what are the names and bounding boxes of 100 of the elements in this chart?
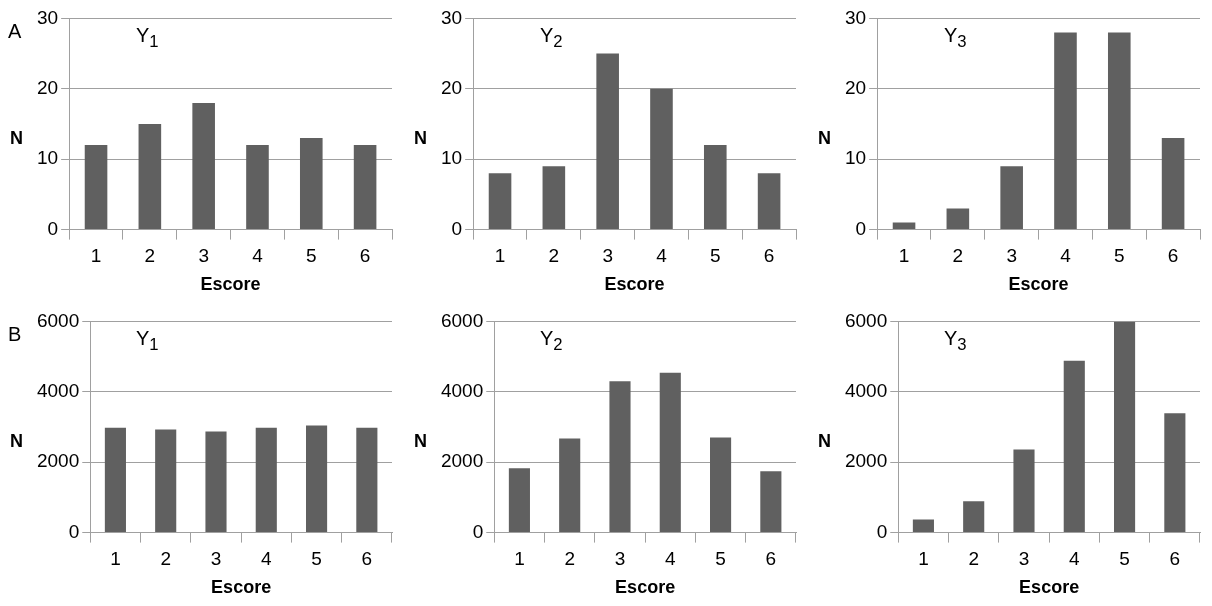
y-tick-label: 2000 bbox=[36, 450, 80, 472]
x-tick-label: 6 bbox=[763, 245, 775, 267]
x-axis-title: Escore bbox=[1008, 274, 1069, 295]
bar bbox=[559, 438, 581, 533]
bar bbox=[659, 372, 681, 533]
bar bbox=[912, 519, 934, 533]
x-tick-label: 5 bbox=[715, 548, 726, 570]
x-tick-label: 2 bbox=[952, 245, 964, 267]
x-tick-label: 2 bbox=[564, 548, 575, 570]
bar bbox=[963, 501, 985, 533]
bar bbox=[508, 468, 530, 533]
bar bbox=[1164, 413, 1186, 533]
x-tick-label: 5 bbox=[1113, 245, 1125, 267]
y-tick-label: 10 bbox=[844, 147, 867, 169]
chart-title: Y$_{2}$ bbox=[540, 327, 563, 355]
x-tick-label: 6 bbox=[361, 548, 373, 570]
x-axis-title: Escore bbox=[615, 577, 676, 598]
y-axis-title: N bbox=[818, 431, 831, 452]
x-tick-label: 5 bbox=[709, 245, 721, 267]
bar bbox=[1013, 449, 1035, 533]
y-tick-label: 4000 bbox=[36, 380, 80, 402]
bar bbox=[246, 145, 269, 230]
x-tick-label: 2 bbox=[968, 548, 979, 570]
chart-title: Y$_{3}$ bbox=[944, 24, 967, 52]
x-tick-label: 3 bbox=[210, 548, 222, 570]
x-tick-label: 4 bbox=[260, 548, 272, 570]
x-tick-label: 1 bbox=[110, 548, 121, 570]
bar bbox=[1161, 138, 1185, 230]
y-tick-label: 4000 bbox=[440, 380, 484, 402]
y-tick-label: 0 bbox=[47, 217, 59, 239]
bar bbox=[757, 173, 781, 230]
bar bbox=[192, 102, 215, 230]
bar bbox=[1114, 321, 1136, 533]
y-tick-label: 4000 bbox=[844, 380, 888, 402]
y-tick-label: 6000 bbox=[36, 309, 80, 331]
text: B bbox=[8, 323, 22, 346]
y-tick-label: 6000 bbox=[440, 309, 484, 331]
bar bbox=[650, 88, 673, 230]
x-tick-label: 4 bbox=[1060, 245, 1072, 267]
x-tick-label: 6 bbox=[359, 245, 371, 267]
y-tick-label: 20 bbox=[844, 77, 867, 99]
y-tick-label: 0 bbox=[876, 520, 888, 542]
bar bbox=[306, 425, 328, 533]
y-tick-label: 30 bbox=[844, 6, 867, 28]
x-tick-label: 2 bbox=[548, 245, 560, 267]
x-tick-label: 3 bbox=[1006, 245, 1017, 267]
bar bbox=[205, 431, 227, 533]
x-tick-label: 4 bbox=[252, 245, 264, 267]
x-tick-label: 6 bbox=[765, 548, 777, 570]
x-axis-title: Escore bbox=[1019, 577, 1080, 598]
y-tick-label: 0 bbox=[451, 217, 463, 239]
bar bbox=[710, 437, 732, 533]
bar bbox=[1107, 32, 1131, 230]
chart-title: Y$_{2}$ bbox=[540, 24, 563, 52]
bar bbox=[299, 138, 323, 230]
y-tick-label: 20 bbox=[36, 77, 59, 99]
x-axis-title: Escore bbox=[604, 274, 665, 295]
y-tick-label: 30 bbox=[36, 6, 59, 28]
x-tick-label: 1 bbox=[918, 548, 929, 570]
x-tick-label: 3 bbox=[1018, 548, 1030, 570]
x-tick-label: 4 bbox=[1068, 548, 1080, 570]
bar bbox=[1054, 32, 1077, 230]
bar bbox=[84, 145, 108, 230]
x-tick-label: 3 bbox=[602, 245, 613, 267]
x-tick-label: 6 bbox=[1169, 548, 1181, 570]
x-axis-title: Escore bbox=[211, 577, 272, 598]
x-tick-label: 4 bbox=[656, 245, 668, 267]
y-tick-label: 10 bbox=[36, 147, 59, 169]
bar bbox=[1000, 166, 1023, 230]
y-tick-label: 0 bbox=[855, 217, 867, 239]
x-tick-label: 1 bbox=[514, 548, 525, 570]
x-tick-label: 2 bbox=[144, 245, 156, 267]
bar bbox=[703, 145, 727, 230]
y-tick-label: 0 bbox=[68, 520, 80, 542]
y-tick-label: 20 bbox=[440, 77, 463, 99]
x-axis-title: Escore bbox=[200, 274, 261, 295]
y-tick-label: 2000 bbox=[440, 450, 484, 472]
y-axis-title: N bbox=[414, 431, 427, 452]
y-axis-title: N bbox=[10, 128, 23, 149]
x-tick-label: 1 bbox=[90, 245, 102, 267]
y-tick-label: 10 bbox=[440, 147, 463, 169]
x-tick-label: 3 bbox=[198, 245, 209, 267]
y-tick-label: 6000 bbox=[844, 309, 888, 331]
y-tick-label: 30 bbox=[440, 6, 463, 28]
x-tick-label: 5 bbox=[305, 245, 317, 267]
text: A bbox=[8, 20, 22, 43]
y-axis-title: N bbox=[818, 128, 831, 149]
bar bbox=[946, 208, 970, 230]
y-tick-label: 2000 bbox=[844, 450, 888, 472]
bar bbox=[104, 427, 126, 533]
y-axis-title: N bbox=[414, 128, 427, 149]
x-tick-label: 5 bbox=[1119, 548, 1130, 570]
x-tick-label: 6 bbox=[1167, 245, 1179, 267]
bar bbox=[353, 145, 377, 230]
y-tick-label: 0 bbox=[472, 520, 484, 542]
bar bbox=[1063, 360, 1085, 533]
bar bbox=[255, 427, 277, 533]
bar bbox=[542, 166, 566, 230]
chart-title: Y$_{3}$ bbox=[944, 327, 967, 355]
bar bbox=[155, 429, 177, 533]
